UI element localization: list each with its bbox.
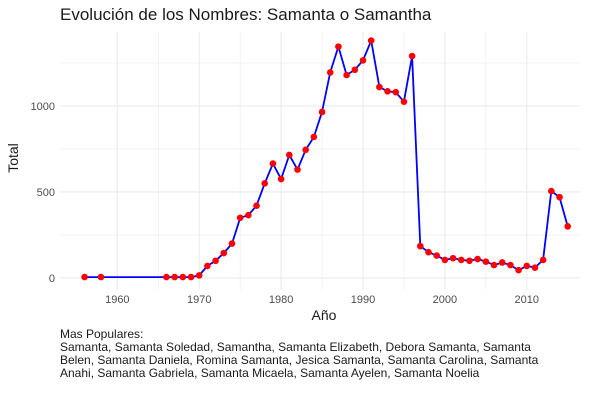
data-point (498, 259, 506, 266)
data-point (392, 88, 400, 96)
data-point (81, 273, 88, 281)
x-axis-title: Año (312, 307, 337, 323)
data-point (556, 193, 563, 201)
data-point (253, 202, 260, 210)
data-point (187, 273, 195, 281)
data-point (97, 273, 105, 281)
data-point (285, 151, 293, 159)
data-point (195, 272, 203, 279)
data-point (384, 88, 391, 95)
x-tick-label: 1960 (105, 294, 129, 306)
data-point (163, 273, 170, 281)
data-point (474, 255, 481, 263)
data-point (531, 264, 539, 271)
data-point (441, 256, 449, 264)
data-point (294, 166, 301, 173)
data-point (228, 240, 236, 247)
data-point (539, 256, 547, 264)
x-tick-label: 2010 (515, 294, 539, 306)
data-point (376, 83, 383, 91)
data-point (179, 273, 187, 281)
data-point (359, 57, 367, 64)
data-point (515, 266, 522, 274)
x-tick-label: 2000 (433, 294, 457, 306)
caption-heading: Mas Populares: (60, 327, 144, 341)
data-point (457, 256, 465, 264)
y-axis-title: Total (5, 143, 21, 173)
data-point (269, 160, 277, 167)
data-point (204, 262, 211, 270)
data-point (171, 273, 178, 281)
data-point (449, 254, 457, 262)
chart-caption: Mas Populares: Samanta, Samanta Soledad,… (60, 328, 560, 380)
data-point (343, 71, 350, 79)
data-point (261, 180, 269, 187)
data-point (507, 261, 514, 269)
data-point (490, 261, 498, 269)
data-point (466, 257, 473, 265)
data-point (351, 66, 359, 74)
x-tick-label: 1970 (187, 294, 211, 306)
series-layer (81, 37, 572, 281)
data-point (548, 187, 555, 195)
data-point (245, 211, 252, 219)
data-point (277, 175, 285, 183)
data-point (318, 108, 326, 116)
data-point (417, 242, 424, 250)
grid-lines (60, 32, 580, 290)
x-tick-label: 1990 (351, 294, 375, 306)
chart-title: Evolución de los Nombres: Samanta o Sama… (60, 5, 432, 24)
data-point (523, 262, 531, 270)
caption-text: Samanta, Samanta Soledad, Samantha, Sama… (60, 340, 539, 380)
data-point (564, 223, 572, 230)
data-point (367, 37, 375, 44)
data-point (220, 249, 228, 257)
data-point (236, 214, 244, 222)
data-point (482, 258, 490, 265)
data-point (326, 69, 334, 76)
data-point (425, 248, 432, 256)
data-point (400, 98, 408, 105)
data-point (408, 52, 416, 60)
y-tick-label: 0 (49, 273, 55, 285)
data-point (302, 146, 309, 154)
data-point (212, 257, 219, 265)
y-tick-label: 1000 (31, 101, 55, 113)
data-point (335, 43, 342, 50)
axis-tick-labels: 1960 1970 1980 1990 2000 2010 0 500 1000 (31, 101, 539, 306)
y-tick-label: 500 (37, 187, 55, 199)
x-tick-label: 1980 (269, 294, 293, 306)
data-point (433, 252, 440, 259)
data-point (310, 133, 318, 141)
series-line (84, 39, 569, 279)
